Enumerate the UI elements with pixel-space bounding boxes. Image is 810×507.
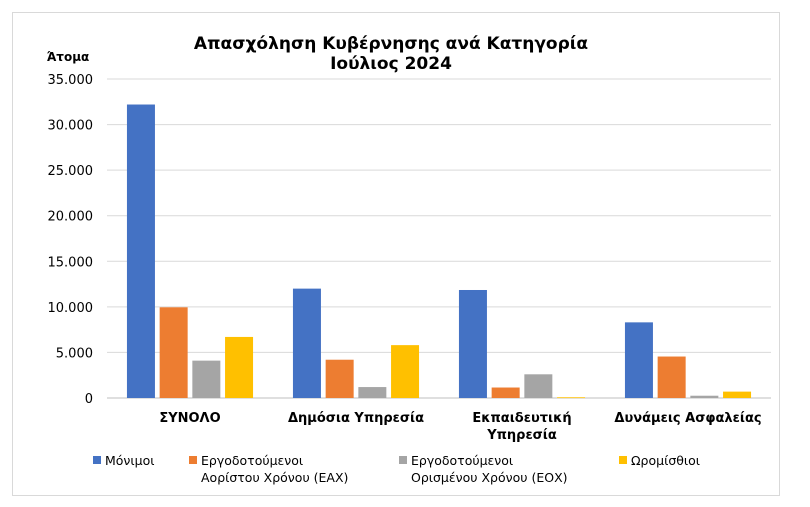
x-tick-label: Υπηρεσία xyxy=(486,428,557,443)
legend-label: Ορισμένου Χρόνου (ΕΟΧ) xyxy=(411,470,568,485)
bar-series-2 xyxy=(657,356,686,398)
bar-series-2 xyxy=(325,359,354,398)
chart-title: Απασχόληση Κυβέρνησης ανά Κατηγορία xyxy=(194,34,588,54)
y-tick-labels: 35.000 30.000 25.000 20.000 15.000 10.000 5.00… xyxy=(48,73,94,407)
y-tick-label: 5.000 xyxy=(56,346,93,361)
legend-swatch xyxy=(619,456,627,464)
y-tick-label: 35.000 xyxy=(48,73,94,88)
bar-series-1 xyxy=(624,322,653,398)
x-tick-labels: ΣΥΝΟΛΟ Δημόσια Υπηρεσία Εκπαιδευτική Υπηρεσ… xyxy=(159,411,761,443)
bar-series-1 xyxy=(126,104,155,399)
bar-series-3 xyxy=(524,374,553,398)
legend-label: Εργοδοτούμενοι xyxy=(411,453,513,468)
bar-series-1 xyxy=(292,288,321,398)
legend-label: Μόνιμοι xyxy=(105,453,154,468)
legend-swatch xyxy=(399,456,407,464)
bar-series-4 xyxy=(225,336,254,398)
bar-series-3 xyxy=(192,360,221,398)
y-tick-label: 10.000 xyxy=(48,301,94,316)
y-tick-label: 0 xyxy=(85,392,93,407)
x-tick-label: Δυνάμεις Ασφαλείας xyxy=(614,411,761,426)
chart-svg: Απασχόληση Κυβέρνησης ανά Κατηγορία Ιούλ… xyxy=(47,34,771,485)
chart-subtitle: Ιούλιος 2024 xyxy=(330,54,452,74)
bar-series-4 xyxy=(391,345,420,398)
bar-series-3 xyxy=(358,387,387,398)
y-tick-label: 20.000 xyxy=(48,210,94,225)
bar-series-2 xyxy=(159,307,188,398)
legend-label: Εργοδοτούμενοι xyxy=(201,453,303,468)
legend-label: Αορίστου Χρόνου (ΕΑΧ) xyxy=(201,470,348,485)
x-tick-label: ΣΥΝΟΛΟ xyxy=(159,411,220,426)
bars xyxy=(126,104,752,399)
y-tick-label: 25.000 xyxy=(48,164,94,179)
bar-series-4 xyxy=(557,397,586,399)
bar-series-2 xyxy=(491,387,520,398)
bar-series-4 xyxy=(723,391,752,398)
y-axis-label: Άτομα xyxy=(47,50,90,64)
legend-swatch xyxy=(93,456,101,464)
legend-swatch xyxy=(189,456,197,464)
legend: Μόνιμοι Εργοδοτούμενοι Αορίστου Χρόνου (ΕΑ… xyxy=(93,453,700,485)
legend-label: Ωρομίσθιοι xyxy=(631,453,700,468)
x-tick-label: Εκπαιδευτική xyxy=(472,411,571,426)
x-tick-label: Δημόσια Υπηρεσία xyxy=(288,411,424,426)
chart-frame: Απασχόληση Κυβέρνησης ανά Κατηγορία Ιούλ… xyxy=(12,12,780,496)
y-tick-label: 30.000 xyxy=(48,119,94,134)
bar-series-1 xyxy=(458,289,487,398)
bar-series-3 xyxy=(690,395,719,398)
y-tick-label: 15.000 xyxy=(48,255,94,270)
grid-lines xyxy=(107,78,771,399)
